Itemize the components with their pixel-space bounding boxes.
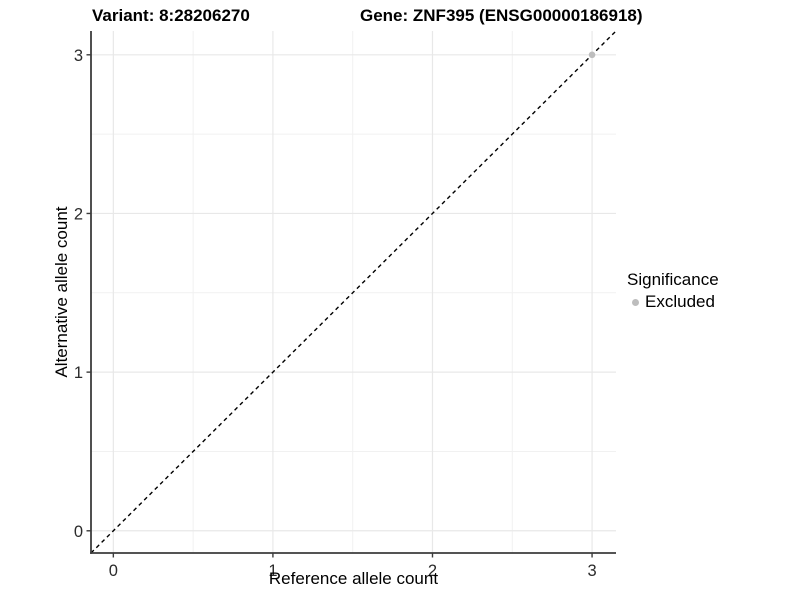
plot-title-variant: Variant: 8:28206270: [92, 6, 250, 25]
x-axis-title: Reference allele count: [268, 569, 439, 588]
legend-title: Significance: [627, 270, 719, 289]
legend: Significance Excluded: [627, 270, 719, 312]
legend-entry: Excluded: [627, 292, 719, 312]
legend-entry-label: Excluded: [645, 292, 715, 311]
identity-dashed-line: [90, 30, 617, 554]
legend-point-icon: [632, 298, 639, 306]
x-tick-label: 0: [109, 562, 118, 580]
y-tick-label: 2: [74, 205, 83, 223]
x-tick-label: 1: [268, 562, 277, 580]
y-tick-label: 1: [74, 364, 83, 382]
legend-entries: Excluded: [627, 292, 719, 312]
data-point: [588, 51, 596, 59]
y-tick-label: 0: [74, 523, 83, 541]
plot-title-gene: Gene: ZNF395 (ENSG00000186918): [360, 6, 643, 25]
y-tick-label: 3: [74, 47, 83, 65]
x-tick-label: 3: [587, 562, 596, 580]
x-tick-label: 2: [428, 562, 437, 580]
